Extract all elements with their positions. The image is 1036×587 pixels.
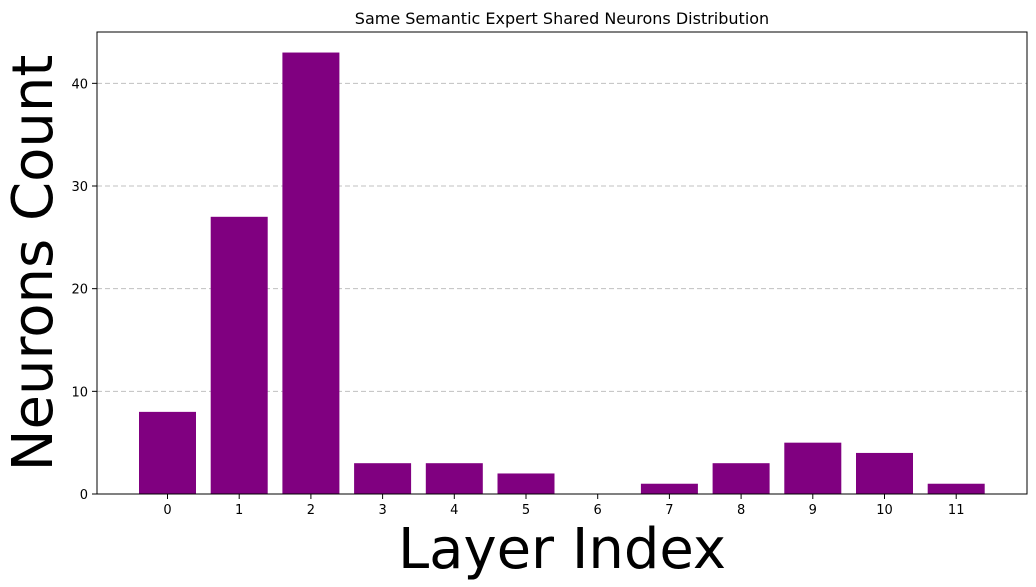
- x-tick-label: 7: [665, 503, 673, 518]
- y-tick-label: 10: [71, 385, 88, 400]
- y-tick-label: 40: [71, 77, 88, 92]
- x-axis-title: Layer Index: [398, 517, 726, 582]
- bars: [139, 52, 985, 495]
- bar-layer-9: [784, 442, 842, 494]
- bar-layer-7: [640, 483, 698, 494]
- x-tick-label: 5: [522, 503, 530, 518]
- bar-layer-2: [282, 52, 340, 495]
- x-tick-label: 10: [876, 503, 893, 518]
- x-tick-label: 8: [737, 503, 745, 518]
- y-tick-label: 30: [71, 180, 88, 195]
- x-axis-ticks: 0 1 2 3 4 5 6 7 8 9 10 11: [163, 494, 964, 518]
- x-tick-label: 4: [450, 503, 458, 518]
- bar-layer-4: [425, 463, 483, 494]
- x-tick-label: 2: [307, 503, 315, 518]
- x-tick-label: 6: [594, 503, 602, 518]
- bar-layer-8: [712, 463, 770, 494]
- bar-layer-5: [497, 473, 555, 494]
- bar-layer-10: [856, 452, 913, 494]
- y-tick-label: 20: [71, 283, 88, 298]
- x-tick-label: 1: [235, 503, 243, 518]
- x-tick-label: 3: [378, 503, 386, 518]
- chart-title: Same Semantic Expert Shared Neurons Dist…: [355, 9, 769, 28]
- x-tick-label: 11: [948, 503, 965, 518]
- plot-frame: [96, 31, 1028, 495]
- y-axis-title: Neurons Count: [1, 55, 66, 472]
- bar-layer-3: [354, 463, 412, 494]
- bar-layer-1: [210, 216, 268, 495]
- x-tick-label: 9: [809, 503, 817, 518]
- y-axis-ticks: 0 10 20 30 40: [71, 77, 97, 503]
- bar-layer-0: [139, 411, 196, 494]
- x-tick-label: 0: [163, 503, 171, 518]
- y-tick-label: 0: [80, 488, 88, 503]
- bar-layer-11: [927, 483, 985, 494]
